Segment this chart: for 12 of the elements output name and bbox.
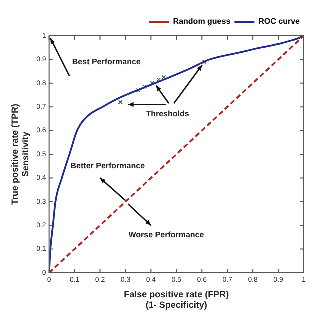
legend-label: Random guess [173,17,232,26]
y-axis-title: True positive rate (TPR) Sensitivity [10,104,31,206]
annotation: Worse Performance [128,230,205,240]
annotation: Best Performance [72,57,142,66]
point [118,100,123,105]
x-axis-title: False positive rate (FPR) (1- Specificity) [124,289,230,310]
legend-label: ROC curve [258,17,301,26]
point [162,75,166,80]
point [156,78,162,82]
annotation: Better Performance [70,162,146,171]
annotation: Thresholds [146,109,190,118]
point [150,81,155,86]
